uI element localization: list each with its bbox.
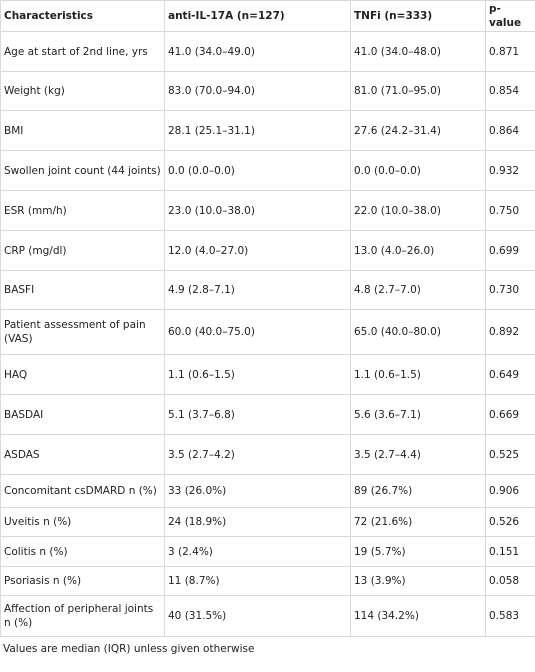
p-value-cell: 0.871 [485, 31, 535, 72]
table-row: Uveitis n (%) 24 (18.9%) 72 (21.6%) 0.526 [0, 507, 535, 537]
tnfi-value-cell: 13.0 (4.0–26.0) [350, 230, 486, 271]
anti-il17a-value-cell: 24 (18.9%) [164, 507, 351, 537]
anti-il17a-value-cell: 0.0 (0.0–0.0) [164, 150, 351, 191]
row-label-cell: BASDAI [0, 394, 165, 435]
p-value-cell: 0.730 [485, 270, 535, 310]
table-row: Age at start of 2nd line, yrs 41.0 (34.0–… [0, 31, 535, 72]
table-body: Age at start of 2nd line, yrs 41.0 (34.0–… [0, 31, 535, 637]
table-row: Patient assessment of pain (VAS) 60.0 (40… [0, 309, 535, 355]
characteristics-table: Characteristics anti-IL-17A (n=127) TNFi… [0, 0, 535, 637]
anti-il17a-value-cell: 3 (2.4%) [164, 536, 351, 567]
table-row: Concomitant csDMARD n (%) 33 (26.0%) 89 (2… [0, 474, 535, 508]
p-value-cell: 0.058 [485, 566, 535, 596]
row-label-cell: Psoriasis n (%) [0, 566, 165, 596]
row-label-cell: BMI [0, 110, 165, 151]
table-row: Weight (kg) 83.0 (70.0–94.0) 81.0 (71.0–95… [0, 71, 535, 111]
table-row: Psoriasis n (%) 11 (8.7%) 13 (3.9%) 0.058 [0, 566, 535, 596]
anti-il17a-value-cell: 83.0 (70.0–94.0) [164, 71, 351, 111]
tnfi-value-cell: 89 (26.7%) [350, 474, 486, 508]
table-row: BMI 28.1 (25.1–31.1) 27.6 (24.2–31.4) 0.864 [0, 110, 535, 151]
row-label-cell: BASFI [0, 270, 165, 310]
table-row: Swollen joint count (44 joints) 0.0 (0.0–… [0, 150, 535, 191]
table-row: CRP (mg/dl) 12.0 (4.0–27.0) 13.0 (4.0–26.0… [0, 230, 535, 271]
tnfi-value-cell: 1.1 (0.6–1.5) [350, 354, 486, 395]
row-label-cell: Colitis n (%) [0, 536, 165, 567]
anti-il17a-value-cell: 33 (26.0%) [164, 474, 351, 508]
tnfi-value-cell: 0.0 (0.0–0.0) [350, 150, 486, 191]
anti-il17a-value-cell: 28.1 (25.1–31.1) [164, 110, 351, 151]
tnfi-value-cell: 13 (3.9%) [350, 566, 486, 596]
p-value-cell: 0.526 [485, 507, 535, 537]
p-value-cell: 0.864 [485, 110, 535, 151]
header-characteristics: Characteristics [0, 0, 165, 32]
anti-il17a-value-cell: 23.0 (10.0–38.0) [164, 190, 351, 231]
anti-il17a-value-cell: 3.5 (2.7–4.2) [164, 434, 351, 475]
table-row: ASDAS 3.5 (2.7–4.2) 3.5 (2.7–4.4) 0.525 [0, 434, 535, 475]
tnfi-value-cell: 41.0 (34.0–48.0) [350, 31, 486, 72]
table-footnote: Values are median (IQR) unless given oth… [3, 643, 255, 655]
table-row: BASFI 4.9 (2.8–7.1) 4.8 (2.7–7.0) 0.730 [0, 270, 535, 310]
row-label-cell: Weight (kg) [0, 71, 165, 111]
anti-il17a-value-cell: 40 (31.5%) [164, 595, 351, 637]
row-label-cell: Swollen joint count (44 joints) [0, 150, 165, 191]
p-value-cell: 0.525 [485, 434, 535, 475]
tnfi-value-cell: 22.0 (10.0–38.0) [350, 190, 486, 231]
p-value-cell: 0.649 [485, 354, 535, 395]
row-label-cell: Concomitant csDMARD n (%) [0, 474, 165, 508]
row-label-cell: Uveitis n (%) [0, 507, 165, 537]
anti-il17a-value-cell: 5.1 (3.7–6.8) [164, 394, 351, 435]
row-label-cell: Age at start of 2nd line, yrs [0, 31, 165, 72]
tnfi-value-cell: 72 (21.6%) [350, 507, 486, 537]
anti-il17a-value-cell: 4.9 (2.8–7.1) [164, 270, 351, 310]
p-value-cell: 0.750 [485, 190, 535, 231]
table-header-row: Characteristics anti-IL-17A (n=127) TNFi… [0, 0, 535, 32]
tnfi-value-cell: 3.5 (2.7–4.4) [350, 434, 486, 475]
p-value-cell: 0.699 [485, 230, 535, 271]
row-label-cell: CRP (mg/dl) [0, 230, 165, 271]
header-tnfi: TNFi (n=333) [350, 0, 486, 32]
header-p-value: p-value [485, 0, 535, 32]
table-row: Colitis n (%) 3 (2.4%) 19 (5.7%) 0.151 [0, 536, 535, 567]
row-label-cell: Affection of peripheral joints n (%) [0, 595, 165, 637]
tnfi-value-cell: 81.0 (71.0–95.0) [350, 71, 486, 111]
header-anti-il17a: anti-IL-17A (n=127) [164, 0, 351, 32]
p-value-cell: 0.669 [485, 394, 535, 435]
tnfi-value-cell: 5.6 (3.6–7.1) [350, 394, 486, 435]
p-value-cell: 0.892 [485, 309, 535, 355]
tnfi-value-cell: 114 (34.2%) [350, 595, 486, 637]
table-row: ESR (mm/h) 23.0 (10.0–38.0) 22.0 (10.0–38.… [0, 190, 535, 231]
row-label-cell: Patient assessment of pain (VAS) [0, 309, 165, 355]
row-label-cell: ESR (mm/h) [0, 190, 165, 231]
p-value-cell: 0.932 [485, 150, 535, 191]
table-row: HAQ 1.1 (0.6–1.5) 1.1 (0.6–1.5) 0.649 [0, 354, 535, 395]
table-row: BASDAI 5.1 (3.7–6.8) 5.6 (3.6–7.1) 0.669 [0, 394, 535, 435]
anti-il17a-value-cell: 41.0 (34.0–49.0) [164, 31, 351, 72]
anti-il17a-value-cell: 12.0 (4.0–27.0) [164, 230, 351, 271]
p-value-cell: 0.906 [485, 474, 535, 508]
tnfi-value-cell: 27.6 (24.2–31.4) [350, 110, 486, 151]
table-row: Affection of peripheral joints n (%) 40 (… [0, 595, 535, 637]
row-label-cell: ASDAS [0, 434, 165, 475]
tnfi-value-cell: 19 (5.7%) [350, 536, 486, 567]
p-value-cell: 0.854 [485, 71, 535, 111]
p-value-cell: 0.151 [485, 536, 535, 567]
tnfi-value-cell: 4.8 (2.7–7.0) [350, 270, 486, 310]
p-value-cell: 0.583 [485, 595, 535, 637]
tnfi-value-cell: 65.0 (40.0–80.0) [350, 309, 486, 355]
anti-il17a-value-cell: 60.0 (40.0–75.0) [164, 309, 351, 355]
row-label-cell: HAQ [0, 354, 165, 395]
anti-il17a-value-cell: 11 (8.7%) [164, 566, 351, 596]
anti-il17a-value-cell: 1.1 (0.6–1.5) [164, 354, 351, 395]
